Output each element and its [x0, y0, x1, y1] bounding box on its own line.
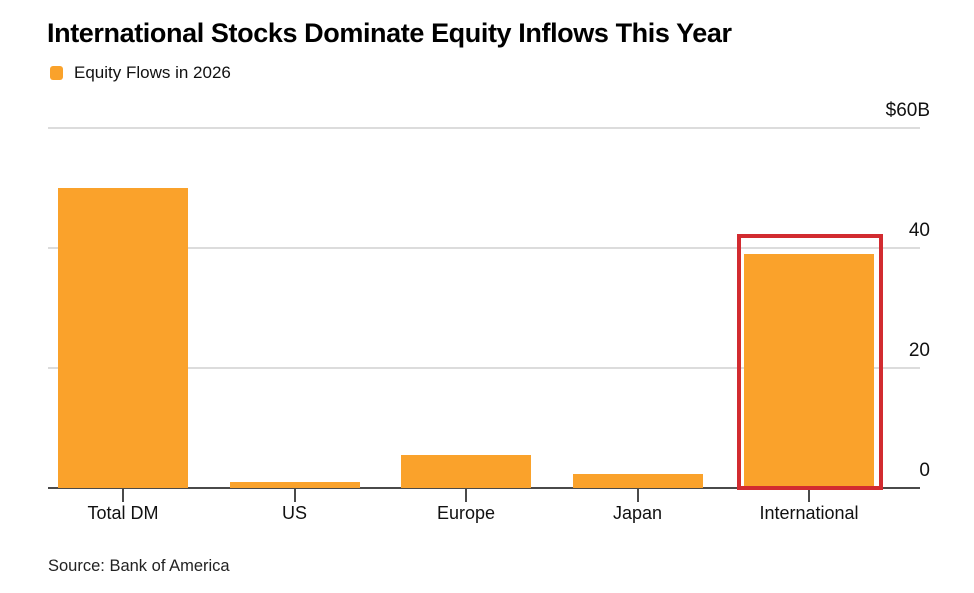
bar-japan	[572, 474, 703, 488]
x-axis-label-total-dm: Total DM	[87, 503, 159, 523]
x-axis-label-europe: Europe	[436, 503, 496, 523]
x-axis-tick-1	[293, 489, 296, 502]
x-axis-label-international: International	[759, 503, 859, 523]
gridline-40	[48, 246, 920, 249]
x-axis-baseline	[48, 487, 920, 489]
y-axis-label-60: $60B	[885, 99, 930, 121]
x-axis-tick-2	[465, 489, 467, 502]
bar-total-dm	[58, 187, 188, 488]
y-axis-label-40: 40	[908, 219, 930, 241]
x-axis-tick-3	[636, 489, 639, 502]
x-axis-tick-4	[808, 489, 810, 502]
legend-label: Equity Flows in 2026	[74, 63, 231, 82]
legend-swatch-icon	[50, 66, 63, 80]
y-axis-label-0: 0	[919, 460, 930, 481]
gridline-20	[48, 366, 920, 369]
x-axis-label-us: US	[281, 503, 307, 523]
source-note: Source: Bank of America	[48, 557, 230, 575]
bar-us	[229, 481, 360, 488]
bar-europe	[401, 454, 531, 488]
y-axis-label-20: 20	[908, 339, 930, 361]
x-axis-label-japan: Japan	[612, 503, 663, 523]
bar-international	[744, 253, 874, 488]
gridline-60	[48, 126, 920, 129]
legend: Equity Flows in 2026	[50, 63, 231, 83]
highlight-box	[737, 233, 883, 490]
x-axis-tick-0	[122, 489, 124, 502]
chart-title: International Stocks Dominate Equity Inf…	[47, 18, 732, 48]
